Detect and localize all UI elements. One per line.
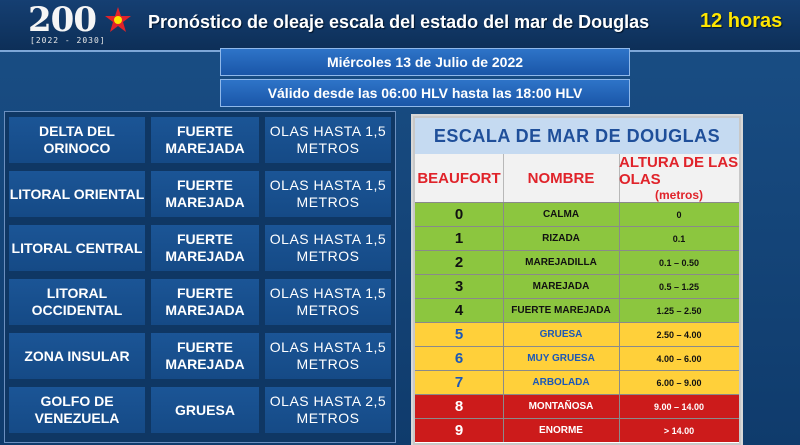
name-header: NOMBRE — [503, 154, 620, 202]
validity-bar: Válido desde las 06:00 HLV hasta las 18:… — [220, 79, 630, 107]
scale-row: 8 MONTAÑOSA 9.00 – 14.00 — [415, 394, 739, 418]
wave-height: 0.1 — [672, 233, 686, 244]
sea-state-name: FUERTE MAREJADA — [503, 299, 620, 322]
state-cell: GRUESA — [151, 387, 259, 433]
state-cell: FUERTE MAREJADA — [151, 225, 259, 271]
beaufort-level: 1 — [415, 227, 504, 250]
beaufort-level: 0 — [415, 203, 504, 226]
zone-cell: GOLFO DE VENEZUELA — [9, 387, 145, 433]
state-cell: FUERTE MAREJADA — [151, 279, 259, 325]
wave-height: 0.1 – 0.50 — [658, 257, 700, 268]
zone-cell: DELTA DEL ORINOCO — [9, 117, 145, 163]
zone-cell: LITORAL ORIENTAL — [9, 171, 145, 217]
waves-cell: OLAS HASTA 1,5 METROS — [265, 171, 391, 217]
beaufort-level: 8 — [415, 395, 504, 418]
state-cell: FUERTE MAREJADA — [151, 117, 259, 163]
scale-header: BEAUFORT NOMBRE ALTURA DE LAS OLAS (metr… — [415, 154, 739, 202]
beaufort-level: 4 — [415, 299, 504, 322]
height-header: ALTURA DE LAS OLAS (metros) — [619, 154, 739, 202]
beaufort-level: 6 — [415, 347, 504, 370]
wave-height: 4.00 – 6.00 — [656, 353, 702, 364]
beaufort-header-label: BEAUFORT — [417, 169, 501, 187]
sea-state-name: RIZADA — [503, 227, 620, 250]
wave-height: 6.00 – 9.00 — [656, 377, 702, 388]
waves-cell: OLAS HASTA 1,5 METROS — [265, 333, 391, 379]
sea-state-name: MAREJADILLA — [503, 251, 620, 274]
height-unit: (metros) — [654, 188, 703, 202]
date-bar: Miércoles 13 de Julio de 2022 — [220, 48, 630, 76]
logo-text: 200 — [28, 0, 97, 40]
sea-state-name: CALMA — [503, 203, 620, 226]
scale-row: 5 GRUESA 2.50 – 4.00 — [415, 322, 739, 346]
table-row: GOLFO DE VENEZUELA GRUESA OLAS HASTA 2,5… — [5, 384, 395, 436]
sea-state-name: GRUESA — [503, 323, 620, 346]
logo-years: [2022 - 2030] — [30, 36, 106, 45]
table-row: LITORAL OCCIDENTAL FUERTE MAREJADA OLAS … — [5, 276, 395, 328]
page-title: Pronóstico de oleaje escala del estado d… — [148, 12, 650, 32]
zone-cell: LITORAL OCCIDENTAL — [9, 279, 145, 325]
scale-row: 2 MAREJADILLA 0.1 – 0.50 — [415, 250, 739, 274]
table-row: LITORAL ORIENTAL FUERTE MAREJADA OLAS HA… — [5, 168, 395, 220]
waves-cell: OLAS HASTA 1,5 METROS — [265, 279, 391, 325]
waves-cell: OLAS HASTA 2,5 METROS — [265, 387, 391, 433]
wave-height: > 14.00 — [663, 425, 695, 436]
name-header-label: NOMBRE — [527, 169, 595, 187]
zone-cell: ZONA INSULAR — [9, 333, 145, 379]
wave-height: 1.25 – 2.50 — [656, 305, 702, 316]
header-banner: 200 [2022 - 2030] Pronóstico de oleaje e… — [0, 0, 800, 52]
logo: 200 [2022 - 2030] — [28, 0, 138, 48]
scale-row: 6 MUY GRUESA 4.00 – 6.00 — [415, 346, 739, 370]
scale-row: 9 ENORME > 14.00 — [415, 418, 739, 442]
beaufort-level: 5 — [415, 323, 504, 346]
sea-state-name: ARBOLADA — [503, 371, 620, 394]
douglas-scale-table: ESCALA DE MAR DE DOUGLAS BEAUFORT NOMBRE… — [413, 116, 741, 445]
scale-row: 7 ARBOLADA 6.00 – 9.00 — [415, 370, 739, 394]
beaufort-level: 7 — [415, 371, 504, 394]
sea-state-name: ENORME — [503, 419, 620, 442]
state-cell: FUERTE MAREJADA — [151, 171, 259, 217]
scale-row: 3 MAREJADA 0.5 – 1.25 — [415, 274, 739, 298]
beaufort-level: 9 — [415, 419, 504, 442]
forecast-table: DELTA DEL ORINOCO FUERTE MAREJADA OLAS H… — [4, 111, 396, 443]
sea-state-name: MONTAÑOSA — [503, 395, 620, 418]
table-row: ZONA INSULAR FUERTE MAREJADA OLAS HASTA … — [5, 330, 395, 382]
scale-row: 4 FUERTE MAREJADA 1.25 – 2.50 — [415, 298, 739, 322]
table-row: DELTA DEL ORINOCO FUERTE MAREJADA OLAS H… — [5, 114, 395, 166]
wave-height: 0.5 – 1.25 — [658, 281, 700, 292]
scale-row: 0 CALMA 0 — [415, 202, 739, 226]
sea-state-name: MUY GRUESA — [503, 347, 620, 370]
table-row: LITORAL CENTRAL FUERTE MAREJADA OLAS HAS… — [5, 222, 395, 274]
wave-height: 0 — [676, 209, 682, 220]
zone-cell: LITORAL CENTRAL — [9, 225, 145, 271]
scale-row: 1 RIZADA 0.1 — [415, 226, 739, 250]
star-icon — [105, 7, 131, 32]
forecast-hours: 12 horas — [700, 10, 783, 32]
scale-title: ESCALA DE MAR DE DOUGLAS — [415, 118, 739, 154]
state-cell: FUERTE MAREJADA — [151, 333, 259, 379]
waves-cell: OLAS HASTA 1,5 METROS — [265, 225, 391, 271]
waves-cell: OLAS HASTA 1,5 METROS — [265, 117, 391, 163]
height-header-label: ALTURA DE LAS OLAS — [619, 154, 739, 188]
wave-height: 9.00 – 14.00 — [653, 401, 705, 412]
beaufort-level: 3 — [415, 275, 504, 298]
beaufort-level: 2 — [415, 251, 504, 274]
sea-state-name: MAREJADA — [503, 275, 620, 298]
wave-height: 2.50 – 4.00 — [656, 329, 702, 340]
beaufort-header: BEAUFORT — [415, 154, 504, 202]
